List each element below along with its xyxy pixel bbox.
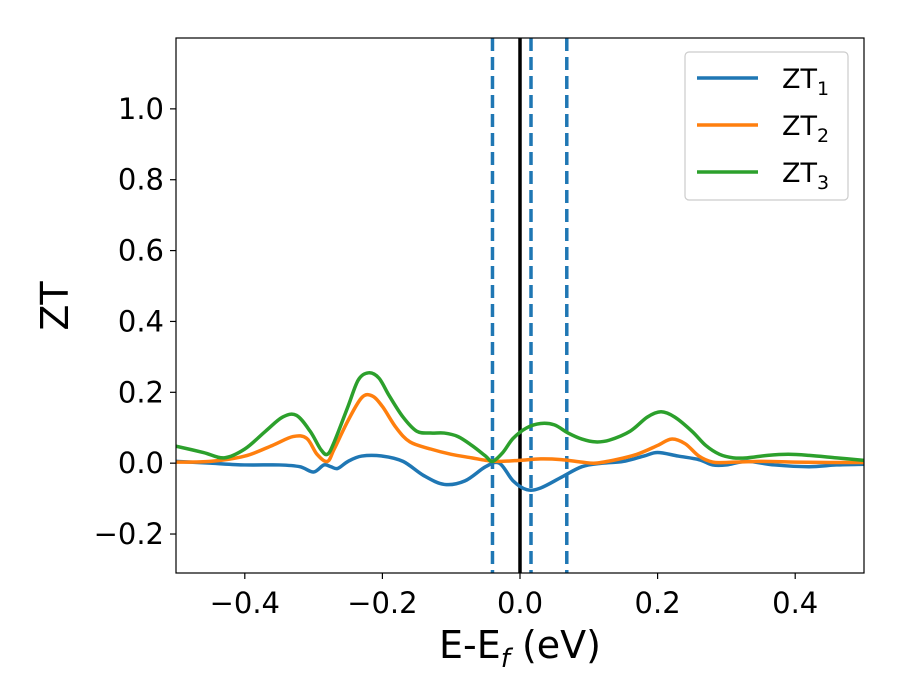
x-axis-title-main: E-E [439, 623, 501, 667]
legend-label-sub: 3 [817, 172, 829, 194]
y-tick-label: 1.0 [118, 92, 164, 126]
legend-label-1: ZT1 [782, 64, 829, 100]
y-tick-label: 0.8 [118, 163, 164, 197]
y-axis-title: ZT [33, 281, 77, 331]
series-layer [176, 371, 864, 493]
legend-label-sub: 2 [817, 125, 829, 147]
y-tick-label: 0.0 [118, 446, 164, 480]
legend-label-sub: 1 [817, 78, 829, 100]
x-axis-title: E-Ef (eV) [439, 623, 601, 674]
x-axis-ticks: −0.4 −0.2 0.0 0.2 0.4 [210, 573, 818, 620]
series-line-2 [176, 392, 864, 466]
series-line-3 [176, 371, 864, 464]
legend-label-main: ZT [782, 111, 817, 142]
x-tick-label: −0.4 [210, 586, 280, 620]
legend-label-2: ZT2 [782, 111, 829, 147]
series-line-1 [176, 450, 864, 493]
y-tick-label: 0.6 [118, 234, 164, 268]
x-tick-label: −0.2 [347, 586, 417, 620]
legend-label-3: ZT3 [782, 158, 829, 194]
vertical-reference-lines [490, 38, 569, 573]
y-axis-ticks: −0.2 0.0 0.2 0.4 0.6 0.8 1.0 [94, 92, 176, 551]
y-tick-label: 0.2 [118, 375, 164, 409]
y-tick-label: 0.4 [118, 304, 164, 338]
x-axis-title-unit: (eV) [522, 623, 601, 667]
x-axis-title-unit-spacer [510, 623, 522, 667]
y-tick-label: −0.2 [94, 517, 164, 551]
legend-box [684, 51, 849, 201]
legend-label-main: ZT [782, 64, 817, 95]
x-tick-label: 0.0 [497, 586, 543, 620]
x-tick-label: 0.4 [772, 586, 818, 620]
x-tick-label: 0.2 [635, 586, 681, 620]
legend-label-main: ZT [782, 158, 817, 189]
